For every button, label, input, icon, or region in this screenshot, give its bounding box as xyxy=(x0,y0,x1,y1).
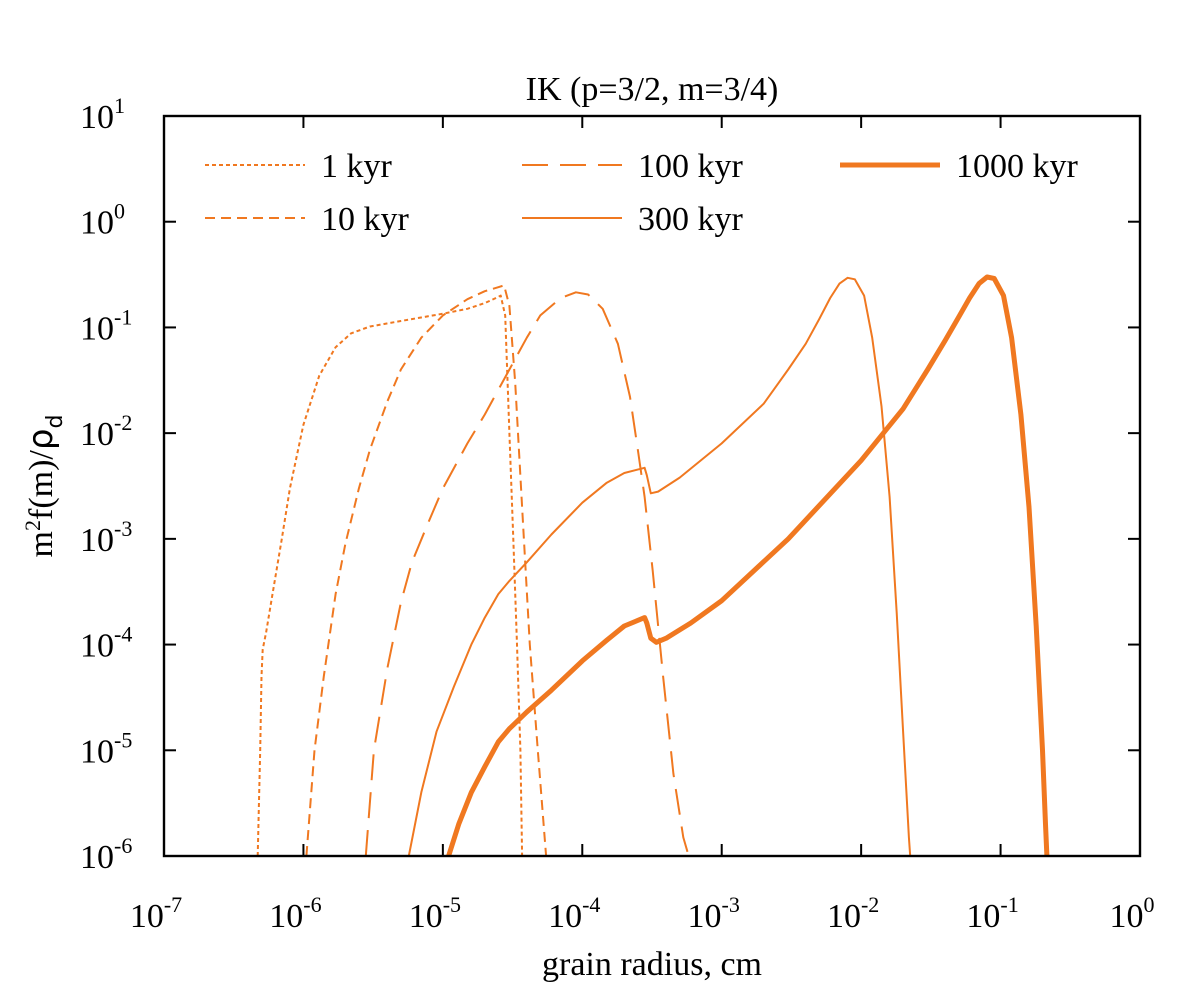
x-tick-label: 10-7 xyxy=(130,892,182,935)
y-axis-label: m2f(m)/ρd xyxy=(20,415,68,558)
y-tick-label: 10-1 xyxy=(80,304,132,347)
legend-label-100-kyr: 100 kyr xyxy=(638,148,744,185)
x-tick-label: 10-4 xyxy=(548,892,600,935)
legend-label-10-kyr: 10 kyr xyxy=(321,201,410,238)
x-axis-ticks: 10-7 10-6 10-5 10-4 10-3 10-2 10-1 100 xyxy=(130,116,1155,935)
legend-label-1-kyr: 1 kyr xyxy=(321,148,393,185)
plot-curves xyxy=(256,274,1050,856)
series-line-1000-kyr xyxy=(446,274,1050,856)
x-tick-label: 100 xyxy=(1110,892,1155,935)
series-line-10-kyr xyxy=(305,284,548,856)
legend: 1 kyr 10 kyr 100 kyr 300 kyr 1000 kyr xyxy=(205,148,1079,238)
legend-label-300-kyr: 300 kyr xyxy=(638,201,744,238)
x-axis-label: grain radius, cm xyxy=(542,946,762,983)
series-line-300-kyr xyxy=(407,276,912,856)
x-tick-label: 10-3 xyxy=(688,892,740,935)
y-tick-label: 10-5 xyxy=(80,727,132,770)
plot-frame xyxy=(162,114,1142,858)
chart-title: IK (p=3/2, m=3/4) xyxy=(526,71,779,108)
x-tick-label: 10-5 xyxy=(409,892,461,935)
y-tick-label: 10-6 xyxy=(80,833,132,876)
y-tick-label: 10-4 xyxy=(80,622,132,665)
y-tick-label: 100 xyxy=(80,199,125,242)
series-line-100-kyr xyxy=(364,291,690,856)
y-axis-ticks: 10-6 10-5 10-4 10-3 10-2 10-1 100 101 xyxy=(80,93,1140,876)
x-tick-label: 10-6 xyxy=(269,892,321,935)
y-tick-label: 101 xyxy=(80,93,125,136)
series-line-1-kyr xyxy=(256,294,524,856)
x-tick-label: 10-2 xyxy=(827,892,879,935)
y-tick-label: 10-3 xyxy=(80,516,132,559)
legend-label-1000-kyr: 1000 kyr xyxy=(956,148,1079,185)
x-tick-label: 10-1 xyxy=(966,892,1018,935)
y-tick-label: 10-2 xyxy=(80,410,132,453)
